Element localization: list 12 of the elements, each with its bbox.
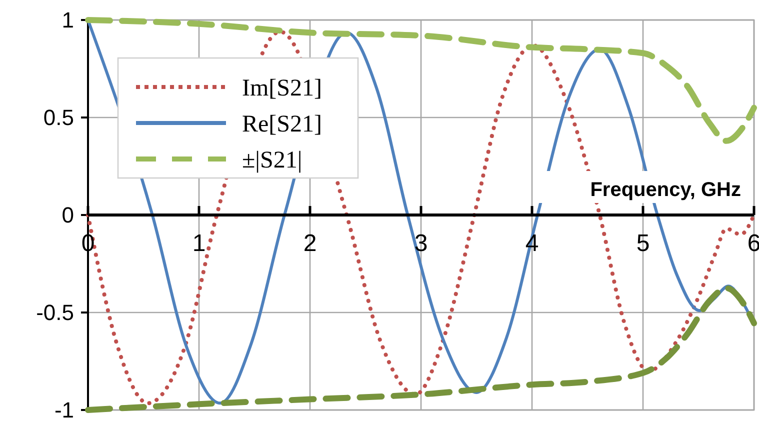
x-axis-title: Frequency, GHz	[590, 179, 741, 201]
legend-label: Im[S21]	[242, 75, 322, 102]
legend-label: ±|S21|	[242, 147, 302, 174]
y-tick-label: 0.5	[43, 105, 74, 130]
x-tick-label: 2	[303, 230, 317, 257]
legend-label: Re[S21]	[242, 111, 322, 138]
y-tick-label: -0.5	[36, 300, 74, 326]
y-tick-label: -1	[54, 398, 74, 422]
x-tick-label: 5	[636, 230, 650, 257]
y-tick-label: 1	[62, 8, 74, 33]
x-tick-label: 1	[192, 230, 206, 257]
y-tick-label: 0	[62, 202, 74, 228]
